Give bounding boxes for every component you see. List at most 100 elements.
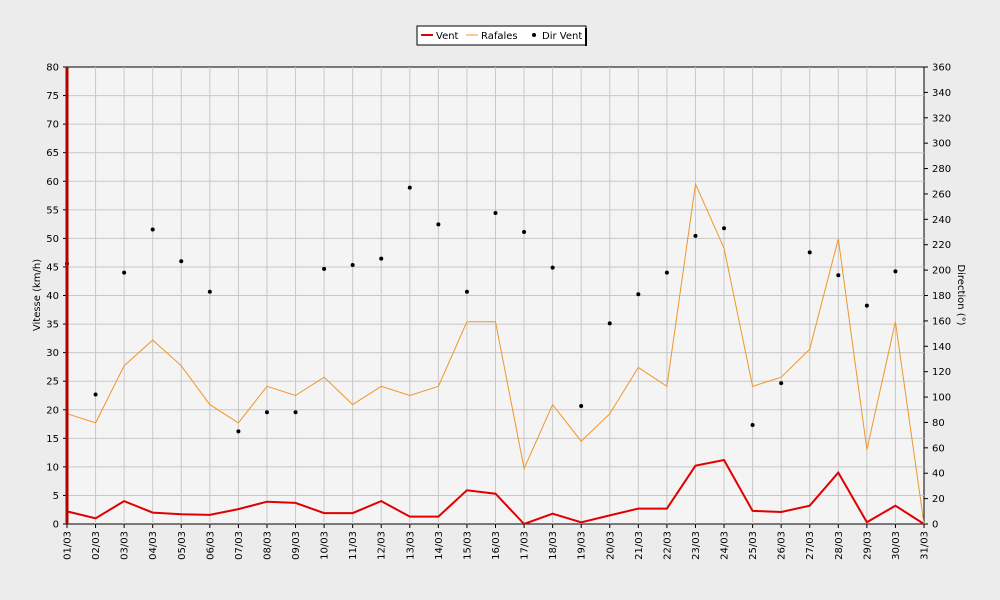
x-tick-label: 16/03 bbox=[491, 531, 502, 560]
data-point-dir-vent bbox=[236, 429, 241, 434]
x-tick-label: 15/03 bbox=[462, 531, 473, 560]
data-point-dir-vent bbox=[722, 226, 727, 231]
y-tick-label: 50 bbox=[46, 234, 59, 245]
data-point-dir-vent bbox=[807, 250, 812, 255]
y2-tick-label: 40 bbox=[932, 469, 945, 480]
legend-dir-label: Dir Vent bbox=[542, 31, 582, 42]
x-tick-label: 20/03 bbox=[605, 531, 616, 560]
x-tick-label: 12/03 bbox=[377, 531, 388, 560]
data-point-dir-vent bbox=[522, 230, 527, 235]
data-point-dir-vent bbox=[864, 303, 869, 308]
x-tick-label: 19/03 bbox=[577, 531, 588, 560]
legend-dir-swatch bbox=[532, 33, 536, 37]
y-tick-label: 75 bbox=[46, 91, 59, 102]
x-tick-label: 29/03 bbox=[862, 531, 873, 560]
data-point-dir-vent bbox=[379, 256, 384, 261]
x-tick-label: 08/03 bbox=[262, 531, 273, 560]
legend-shadow bbox=[585, 28, 587, 46]
y2-tick-label: 120 bbox=[932, 367, 951, 378]
data-point-dir-vent bbox=[322, 266, 327, 271]
x-tick-label: 07/03 bbox=[234, 531, 245, 560]
y-axis-title: Vitesse (km/h) bbox=[32, 259, 43, 331]
data-point-dir-vent bbox=[436, 222, 441, 227]
left-axis: 0 5 10 15 20 25 30 35 40 45 50 55 60 65 70 75 80 bbox=[46, 63, 67, 531]
data-point-dir-vent bbox=[664, 270, 669, 275]
data-point-dir-vent bbox=[579, 403, 584, 408]
legend: Vent Rafales Dir Vent bbox=[416, 25, 587, 46]
x-tick-label: 03/03 bbox=[120, 531, 131, 560]
x-axis: 01/03 02/03 03/03 04/03 05/03 06/03 07/03 08/03… bbox=[63, 524, 931, 560]
x-tick-label: 01/03 bbox=[63, 531, 74, 560]
y-tick-label: 60 bbox=[46, 177, 59, 188]
y2-axis-title: Direction (°) bbox=[955, 264, 966, 325]
y2-tick-label: 220 bbox=[932, 240, 951, 251]
data-point-dir-vent bbox=[779, 381, 784, 386]
y2-tick-label: 0 bbox=[932, 520, 938, 531]
y2-tick-label: 260 bbox=[932, 189, 951, 200]
y-tick-label: 0 bbox=[53, 520, 59, 531]
x-tick-label: 28/03 bbox=[834, 531, 845, 560]
x-tick-label: 14/03 bbox=[434, 531, 445, 560]
x-tick-label: 11/03 bbox=[348, 531, 359, 560]
data-point-dir-vent bbox=[293, 410, 298, 415]
series-line-vent bbox=[66, 458, 925, 526]
y-tick-label: 25 bbox=[46, 377, 59, 388]
x-tick-label: 23/03 bbox=[691, 531, 702, 560]
y2-tick-label: 60 bbox=[932, 443, 945, 454]
data-point-dir-vent bbox=[207, 289, 212, 294]
x-tick-label: 04/03 bbox=[148, 531, 159, 560]
x-tick-label: 06/03 bbox=[205, 531, 216, 560]
y-tick-label: 20 bbox=[46, 405, 59, 416]
legend-rafales-label: Rafales bbox=[481, 31, 518, 42]
data-point-dir-vent bbox=[636, 292, 641, 297]
y-tick-label: 65 bbox=[46, 148, 59, 159]
data-point-dir-vent bbox=[607, 321, 612, 326]
y2-tick-label: 140 bbox=[932, 342, 951, 353]
y-tick-label: 35 bbox=[46, 320, 59, 331]
x-tick-label: 25/03 bbox=[748, 531, 759, 560]
y2-tick-label: 300 bbox=[932, 139, 951, 150]
y-tick-label: 45 bbox=[46, 262, 59, 273]
series-line-rafales bbox=[66, 182, 925, 525]
y2-tick-label: 360 bbox=[932, 63, 951, 74]
data-point-dir-vent bbox=[407, 185, 412, 190]
x-tick-label: 30/03 bbox=[891, 531, 902, 560]
x-tick-label: 27/03 bbox=[805, 531, 816, 560]
data-point-dir-vent bbox=[836, 273, 841, 278]
y-tick-label: 30 bbox=[46, 348, 59, 359]
y-tick-label: 15 bbox=[46, 434, 59, 445]
data-point-dir-vent bbox=[122, 270, 127, 275]
right-axis: 0 20 40 60 80 100 120 140 160 180 200 220 240 260 280 3… bbox=[924, 63, 951, 531]
x-tick-label: 13/03 bbox=[405, 531, 416, 560]
x-tick-label: 31/03 bbox=[920, 531, 931, 560]
data-point-dir-vent bbox=[893, 269, 898, 274]
x-tick-label: 10/03 bbox=[320, 531, 331, 560]
x-tick-label: 02/03 bbox=[91, 531, 102, 560]
y2-tick-label: 80 bbox=[932, 418, 945, 429]
y-tick-label: 5 bbox=[53, 491, 59, 502]
x-tick-label: 09/03 bbox=[291, 531, 302, 560]
data-point-dir-vent bbox=[693, 233, 698, 238]
y2-tick-label: 320 bbox=[932, 113, 951, 124]
x-tick-label: 21/03 bbox=[634, 531, 645, 560]
legend-vent-label: Vent bbox=[436, 31, 459, 42]
y-tick-label: 55 bbox=[46, 205, 59, 216]
x-tick-label: 17/03 bbox=[520, 531, 531, 560]
data-point-dir-vent bbox=[464, 289, 469, 294]
y2-tick-label: 20 bbox=[932, 494, 945, 505]
data-point-dir-vent bbox=[750, 422, 755, 427]
x-tick-label: 26/03 bbox=[777, 531, 788, 560]
series-layer bbox=[65, 182, 925, 526]
y2-tick-label: 240 bbox=[932, 215, 951, 226]
x-tick-label: 18/03 bbox=[548, 531, 559, 560]
data-point-dir-vent bbox=[350, 263, 355, 268]
data-point-dir-vent bbox=[493, 210, 498, 215]
y2-tick-label: 200 bbox=[932, 266, 951, 277]
y2-tick-label: 160 bbox=[932, 316, 951, 327]
y2-tick-label: 100 bbox=[932, 393, 951, 404]
data-point-dir-vent bbox=[264, 410, 269, 415]
y2-tick-label: 180 bbox=[932, 291, 951, 302]
y2-tick-label: 340 bbox=[932, 88, 951, 99]
x-tick-label: 05/03 bbox=[177, 531, 188, 560]
data-point-dir-vent bbox=[93, 392, 98, 397]
